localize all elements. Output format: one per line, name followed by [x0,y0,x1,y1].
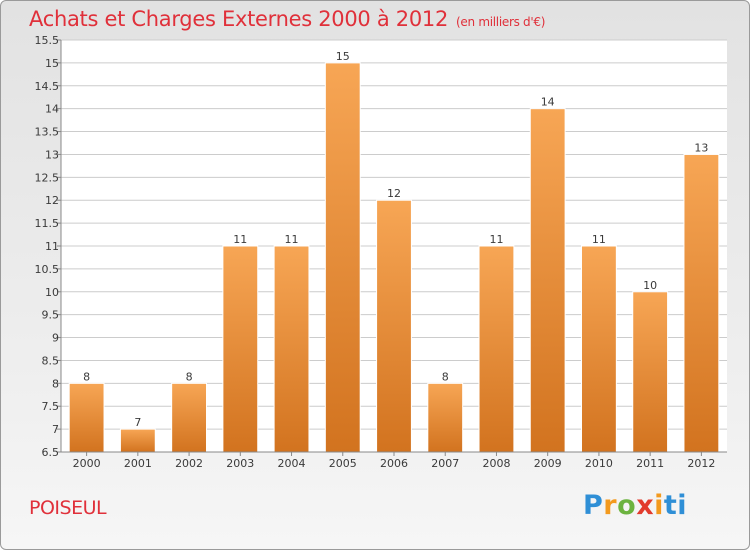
x-tick-label: 2007 [431,457,459,470]
bar [529,108,566,453]
bar [171,382,207,453]
y-tick-label: 12 [45,194,59,207]
x-axis: 2000 2001 2002 2003 2004 2005 2006 2007 2008 2009… [73,452,715,470]
y-tick-label: 13 [45,148,59,161]
x-tick-label: 2012 [687,457,715,470]
logo-letter: P [583,490,604,521]
chart-title: Achats et Charges Externes 2000 à 2012 (e… [29,7,545,31]
data-label: 15 [336,50,350,63]
bar [427,382,464,453]
logo-letter: r [603,490,618,521]
y-tick-label: 6.5 [42,446,60,459]
chart-unit: (en milliers d'€) [456,15,546,29]
data-label: 10 [643,279,657,292]
data-label: 14 [541,96,555,109]
data-label: 11 [233,233,247,246]
logo-letter: x [636,490,655,521]
chart-title-text: Achats et Charges Externes 2000 à 2012 [29,7,449,31]
y-tick-label: 8.5 [42,354,60,367]
y-tick-label: 11 [45,240,59,253]
x-tick-label: 2009 [534,457,562,470]
logo-letter: o [617,490,637,521]
x-tick-label: 2001 [124,457,152,470]
data-label: 8 [186,370,193,383]
y-tick-label: 14.5 [35,80,60,93]
y-axis: 6.5 7 7.5 8 8.5 9 9.5 10 10.5 11 11.5 12 12.5 13 13.5 1… [35,34,61,459]
x-tick-label: 2010 [585,457,613,470]
y-tick-label: 9 [52,332,59,345]
bar [376,199,412,453]
bar [632,291,669,453]
y-tick-label: 15 [45,57,59,70]
data-label: 8 [442,370,449,383]
data-label: 11 [489,233,503,246]
y-tick-label: 12.5 [35,171,60,184]
data-label: 11 [592,233,606,246]
logo-letter: i [654,490,664,521]
x-tick-label: 2006 [380,457,408,470]
x-tick-label: 2002 [175,457,203,470]
commune-name: POISEUL [29,497,107,519]
y-tick-label: 14 [45,103,59,116]
bar [222,245,259,453]
y-tick-label: 9.5 [42,309,60,322]
y-tick-label: 13.5 [35,126,60,139]
x-tick-label: 2011 [636,457,664,470]
data-label: 13 [694,141,708,154]
data-label: 8 [83,370,90,383]
y-tick-label: 10 [45,286,59,299]
y-tick-label: 15.5 [35,34,60,47]
bar [68,382,105,453]
y-tick-label: 7 [52,423,59,436]
bar [324,62,361,453]
data-label: 7 [134,416,141,429]
x-tick-label: 2005 [329,457,357,470]
bar [119,428,156,453]
data-label: 12 [387,187,401,200]
y-tick-label: 10.5 [35,263,60,276]
bar [478,245,515,453]
y-tick-label: 7.5 [42,400,60,413]
x-tick-label: 2000 [73,457,101,470]
proxiti-logo[interactable]: Proxiti [583,490,687,521]
logo-letter: ti [663,490,688,521]
data-label: 11 [285,233,299,246]
y-tick-label: 11.5 [35,217,60,230]
x-tick-label: 2008 [482,457,510,470]
bar [581,245,617,453]
x-tick-label: 2004 [278,457,306,470]
x-tick-label: 2003 [226,457,254,470]
y-tick-label: 8 [52,377,59,390]
bar [273,245,310,453]
bar [683,153,720,453]
